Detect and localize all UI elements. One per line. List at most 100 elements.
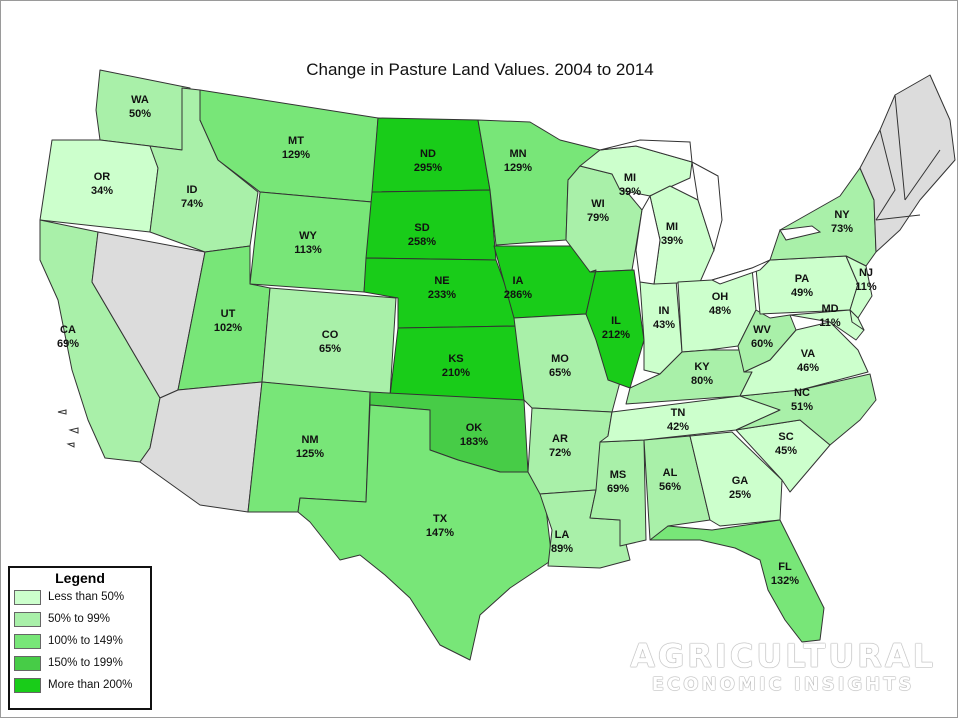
state-value-label: 102%: [214, 322, 242, 334]
state-il: [585, 269, 645, 389]
state-value-label: 65%: [319, 343, 341, 355]
state-fl: [649, 519, 825, 643]
state-wy: [249, 191, 373, 293]
legend-item: 100% to 149%: [10, 630, 150, 652]
state-abbr-label: OK: [466, 422, 483, 434]
state-abbr-label: FL: [778, 561, 792, 573]
state-abbr-label: WA: [131, 94, 149, 106]
watermark-logo: AGRICULTURAL ECONOMIC INSIGHTS: [630, 638, 936, 696]
state-value-label: 34%: [91, 185, 113, 197]
state-abbr-label: TN: [671, 407, 686, 419]
state-abbr-label: MT: [288, 135, 304, 147]
state-abbr-label: PA: [795, 273, 810, 285]
lake-ontario: [779, 225, 822, 241]
state-abbr-label: NC: [794, 387, 810, 399]
state-value-label: 147%: [426, 527, 454, 539]
state-abbr-label: WI: [591, 198, 604, 210]
state-value-label: 286%: [504, 289, 532, 301]
state-abbr-label: CO: [322, 329, 339, 341]
state-value-label: 74%: [181, 198, 203, 210]
state-abbr-label: MI: [624, 172, 636, 184]
map-title: Change in Pasture Land Values. 2004 to 2…: [306, 60, 654, 79]
state-value-label: 183%: [460, 436, 488, 448]
legend-swatch: [14, 589, 41, 605]
state-nc: [735, 373, 877, 446]
state-co: [261, 287, 397, 397]
legend-item: Less than 50%: [10, 586, 150, 608]
state-value-label: 69%: [57, 338, 79, 350]
state-wv: [737, 309, 797, 373]
legend-item: 150% to 199%: [10, 652, 150, 674]
state-value-label: 73%: [831, 223, 853, 235]
state-abbr-label: IA: [513, 275, 524, 287]
state-abbr-label: KS: [448, 353, 463, 365]
state-value-label: 11%: [819, 317, 841, 329]
state-value-label: 233%: [428, 289, 456, 301]
state-abbr-label: MS: [610, 469, 627, 481]
state-abbr-label: MO: [551, 353, 569, 365]
state-abbr-label: MN: [509, 148, 526, 160]
state-abbr-label: IL: [611, 315, 621, 327]
legend-label: Less than 50%: [48, 591, 125, 603]
state-abbr-label: TX: [433, 513, 448, 525]
state-abbr-label: AR: [552, 433, 568, 445]
state-value-label: 80%: [691, 375, 713, 387]
legend: Legend Less than 50% 50% to 99% 100% to …: [8, 566, 152, 710]
state-value-label: 132%: [771, 575, 799, 587]
state-value-label: 79%: [587, 212, 609, 224]
legend-title: Legend: [55, 570, 105, 586]
state-value-label: 72%: [549, 447, 571, 459]
state-value-label: 25%: [729, 489, 751, 501]
legend-label: 100% to 149%: [48, 635, 123, 647]
state-value-label: 11%: [855, 281, 877, 293]
state-value-label: 48%: [709, 305, 731, 317]
state-abbr-label: NM: [301, 434, 318, 446]
state-abbr-label: GA: [732, 475, 749, 487]
state-value-label: 258%: [408, 236, 436, 248]
state-value-label: 129%: [504, 162, 532, 174]
state-abbr-label: ND: [420, 148, 436, 160]
state-abbr-label: NJ: [859, 267, 873, 279]
channel-islands: [57, 409, 79, 448]
state-value-label: 69%: [607, 483, 629, 495]
state-tx: [297, 404, 553, 661]
legend-swatch: [14, 655, 41, 671]
state-value-label: 51%: [791, 401, 813, 413]
state-ny: [769, 167, 877, 267]
state-abbr-label: CA: [60, 324, 76, 336]
state-value-label: 50%: [129, 108, 151, 120]
state-abbr-label: SC: [778, 431, 793, 443]
state-value-label: 39%: [619, 186, 641, 198]
state-abbr-label: SD: [414, 222, 429, 234]
state-value-label: 212%: [602, 329, 630, 341]
state-value-label: 46%: [797, 362, 819, 374]
state-abbr-label: NE: [434, 275, 449, 287]
legend-swatch: [14, 633, 41, 649]
state-abbr-label: LA: [555, 529, 570, 541]
watermark-line2: ECONOMIC INSIGHTS: [651, 674, 915, 695]
new-england-borders: [875, 94, 941, 221]
state-abbr-label: WV: [753, 324, 771, 336]
state-abbr-label: UT: [221, 308, 236, 320]
state-abbr-label: VA: [801, 348, 816, 360]
legend-item: More than 200%: [10, 674, 150, 696]
state-value-label: 43%: [653, 319, 675, 331]
state-abbr-label: MD: [821, 303, 838, 315]
state-de: [849, 309, 865, 331]
state-value-label: 89%: [551, 543, 573, 555]
state-value-label: 60%: [751, 338, 773, 350]
watermark-line1: AGRICULTURAL: [630, 637, 936, 675]
lake-huron: [691, 161, 723, 252]
state-value-label: 210%: [442, 367, 470, 379]
state-abbr-label: WY: [299, 230, 317, 242]
state-value-label: 113%: [294, 244, 322, 256]
legend-swatch: [14, 611, 41, 627]
legend-label: More than 200%: [48, 679, 133, 691]
state-value-label: 65%: [549, 367, 571, 379]
state-abbr-label: MI: [666, 221, 678, 233]
state-abbr-label: NY: [834, 209, 850, 221]
state-value-label: 45%: [775, 445, 797, 457]
legend-item: 50% to 99%: [10, 608, 150, 630]
